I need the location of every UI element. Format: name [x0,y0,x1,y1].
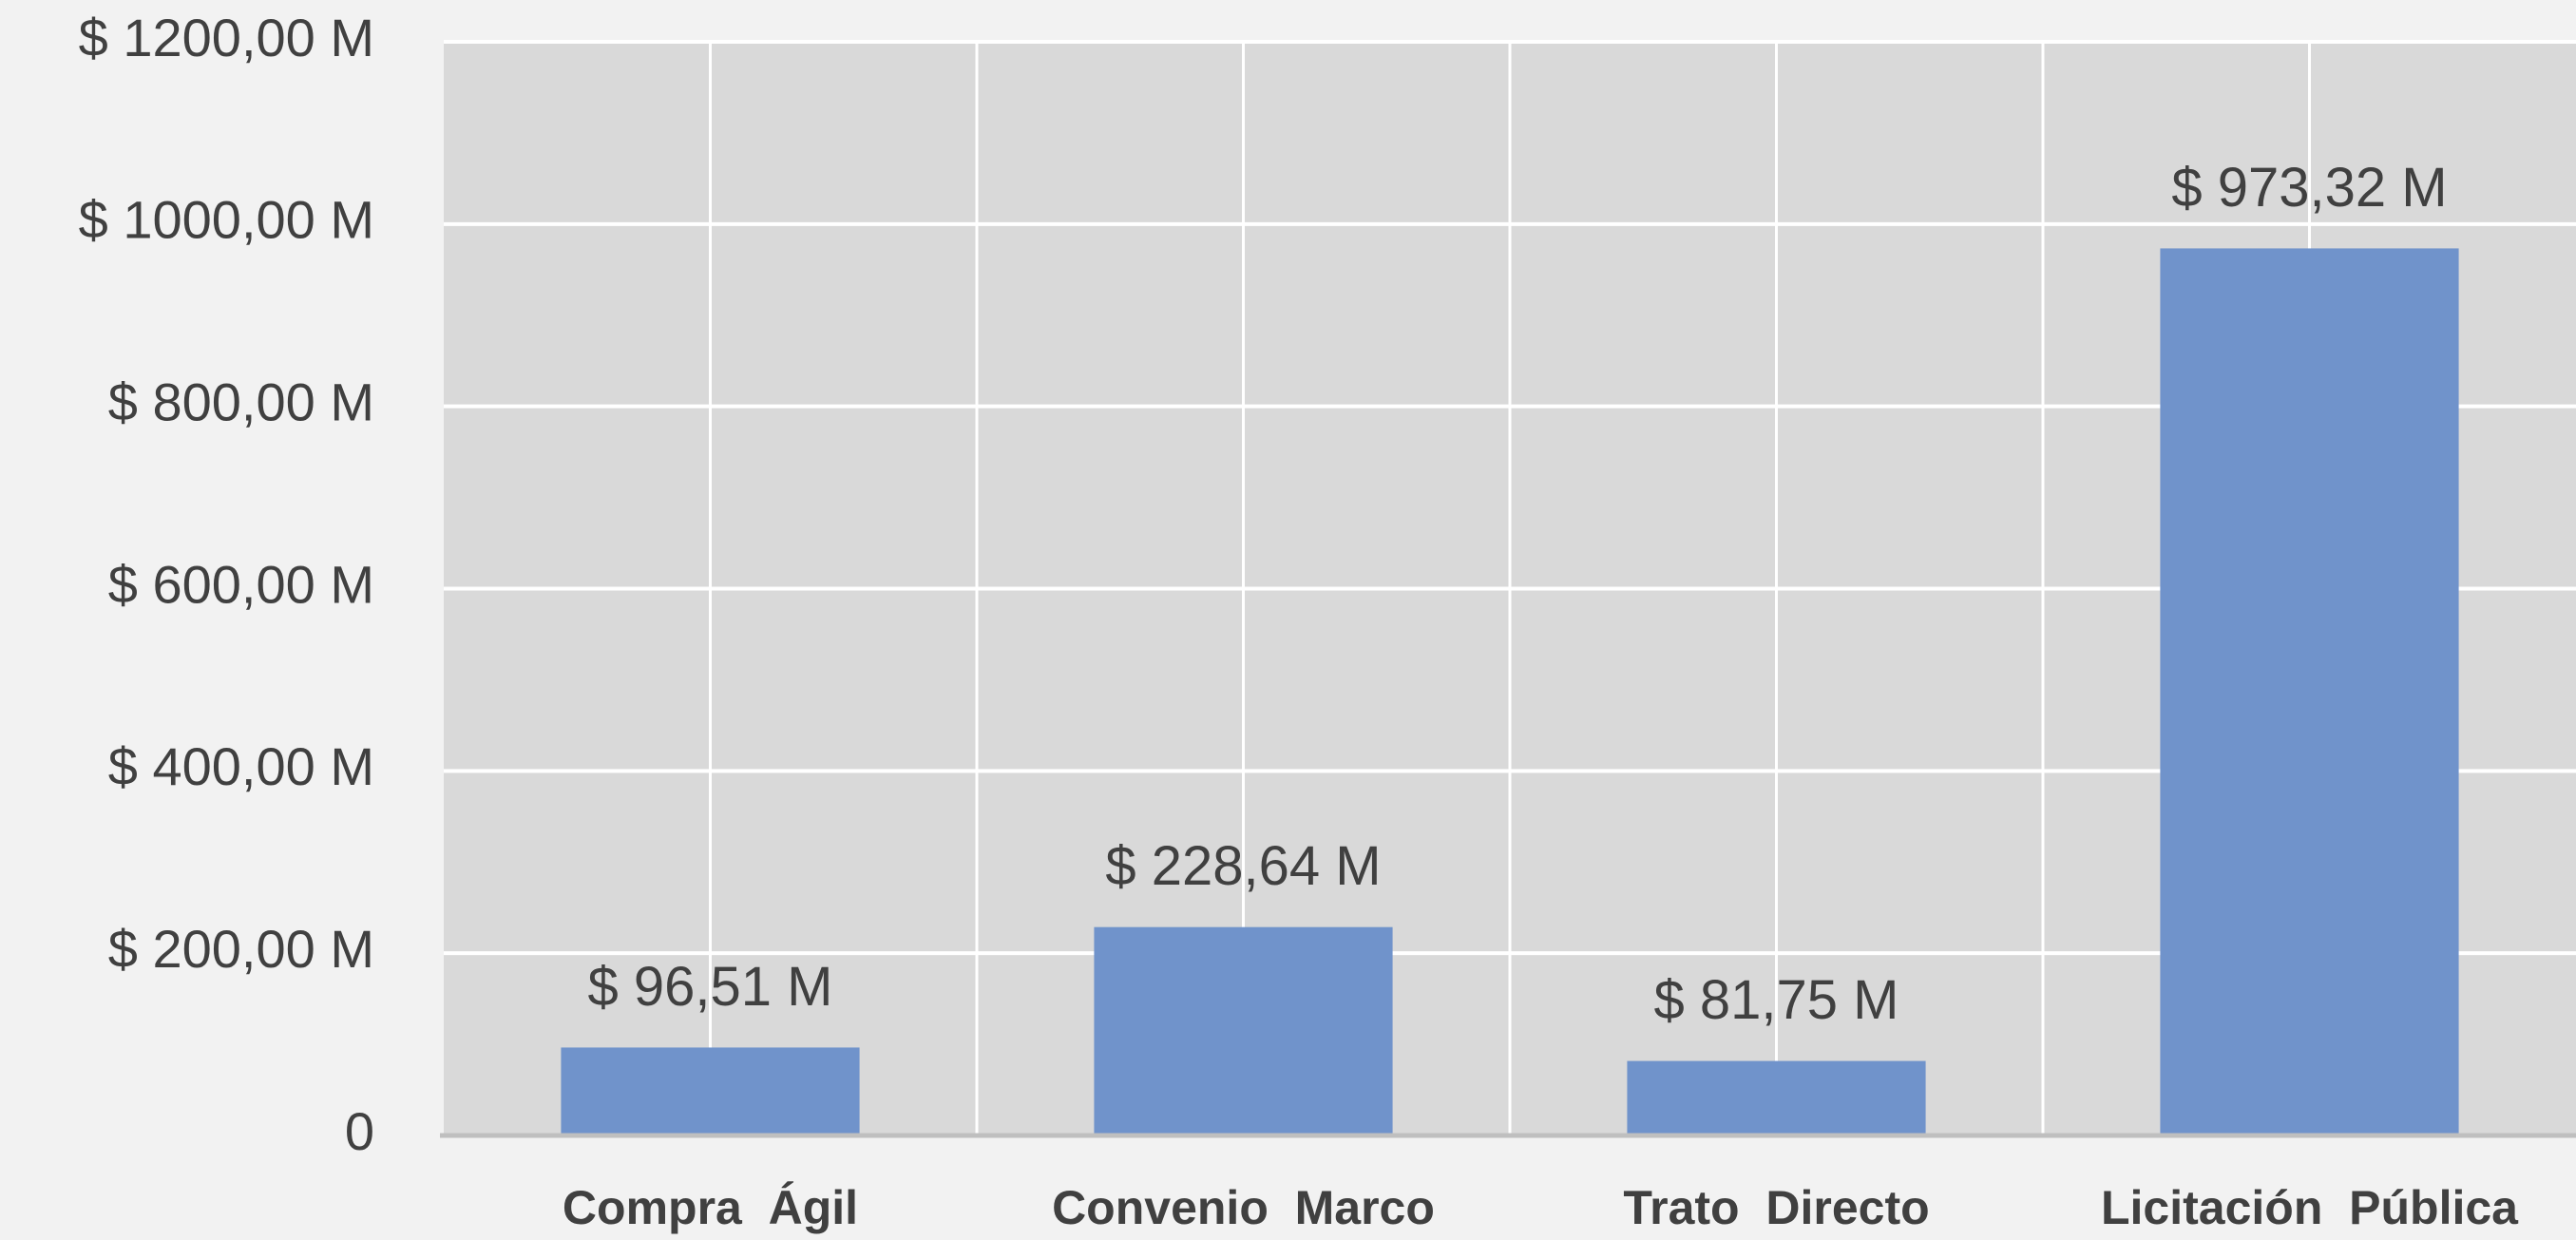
y-tick-label: $ 1200,00 M [79,8,374,67]
data-label: $ 81,75 M [1654,969,1899,1031]
x-tick-label: Compra Ágil [563,1181,858,1234]
y-tick-label: $ 1000,00 M [79,190,374,250]
bar [561,1047,860,1135]
y-tick-label: 0 [345,1101,374,1161]
data-label: $ 973,32 M [2171,157,2447,219]
y-tick-label: $ 800,00 M [108,372,374,431]
bar [1094,926,1393,1135]
x-tick-label: Licitación Pública [2101,1181,2519,1234]
y-tick-label: $ 200,00 M [108,919,374,979]
data-label: $ 228,64 M [1105,835,1381,897]
x-tick-label: Trato Directo [1623,1181,1929,1234]
bar [1627,1060,1926,1135]
bar [2160,248,2459,1135]
y-tick-label: $ 400,00 M [108,736,374,796]
y-tick-label: $ 600,00 M [108,554,374,614]
data-label: $ 96,51 M [588,956,833,1018]
x-tick-label: Convenio Marco [1052,1181,1435,1234]
